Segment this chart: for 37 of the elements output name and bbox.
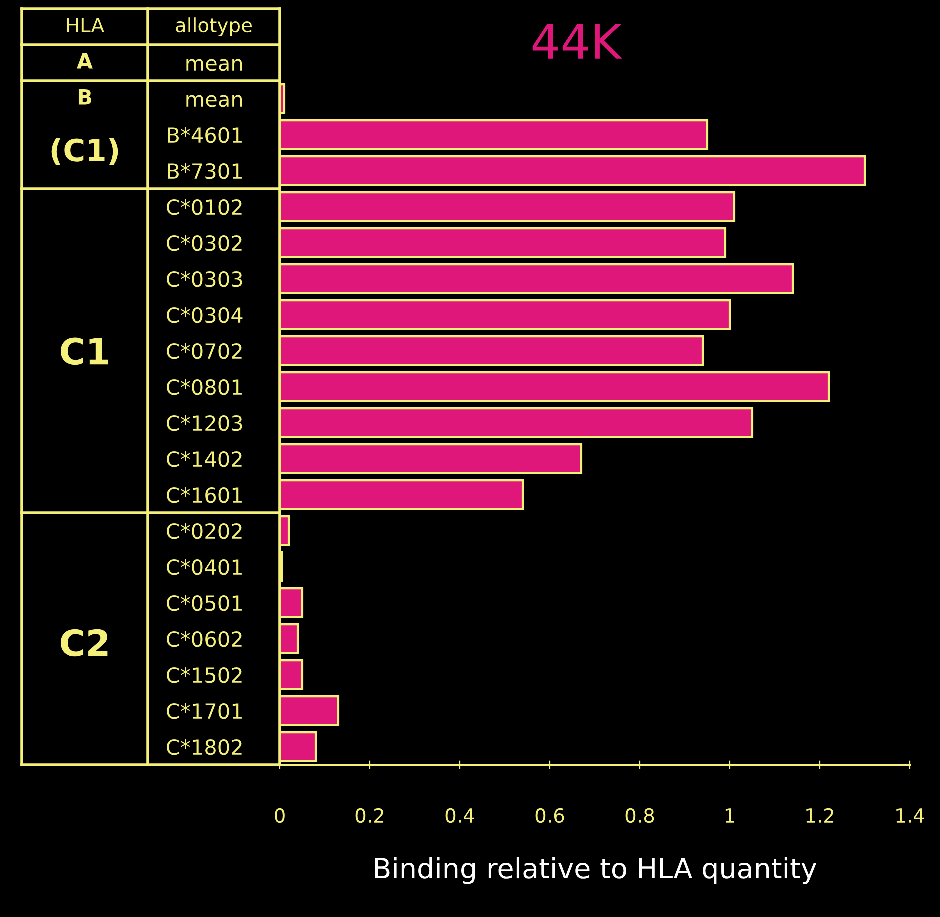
- x-tick-label: 0.8: [626, 808, 654, 824]
- text: A: [77, 54, 93, 69]
- y-tick-label: C*0303: [167, 271, 242, 288]
- y-tick-label: C*1502: [167, 667, 242, 684]
- y-tick-label: B*7301: [168, 163, 242, 180]
- x-tick-label: 0.4: [446, 808, 474, 824]
- y-tick-label: C*0401: [167, 559, 242, 576]
- x-tick-label: 1.2: [806, 808, 834, 823]
- text: HLA: [67, 18, 104, 32]
- y-tick-label: C*0501: [167, 595, 242, 612]
- text: C1: [60, 338, 108, 366]
- y-tick-label: mean: [186, 95, 242, 108]
- text: allotype: [176, 18, 252, 36]
- y-tick-label: C*1701: [167, 703, 242, 720]
- x-tick-label: 1.4: [896, 808, 924, 823]
- y-tick-label: C*0302: [167, 235, 242, 252]
- text: (C1): [52, 138, 118, 166]
- y-tick-label: C*0102: [167, 199, 242, 216]
- y-tick-label: C*1601: [167, 487, 242, 504]
- y-tick-label: C*0801: [167, 379, 242, 396]
- x-tick-label: 0.6: [536, 808, 564, 824]
- text: C2: [60, 629, 108, 657]
- x-tick-label: 0: [275, 808, 285, 824]
- y-tick-label: C*0304: [167, 307, 243, 324]
- y-tick-label: C*1802: [167, 739, 242, 756]
- y-tick-label: mean: [186, 59, 242, 72]
- x-axis-title: Binding relative to HLA quantity: [375, 857, 817, 884]
- y-tick-label: B*4601: [168, 127, 242, 144]
- text: B: [78, 90, 92, 105]
- x-tick-label: 0.2: [356, 808, 384, 824]
- y-tick-label: C*1402: [167, 451, 242, 468]
- y-tick-label: C*1203: [167, 415, 242, 432]
- x-tick-label: 1: [726, 808, 734, 823]
- y-tick-label: C*0202: [167, 523, 242, 540]
- chart-title: 44K: [532, 24, 623, 59]
- y-tick-label: C*0702: [167, 343, 242, 360]
- y-tick-label: C*0602: [167, 631, 242, 648]
